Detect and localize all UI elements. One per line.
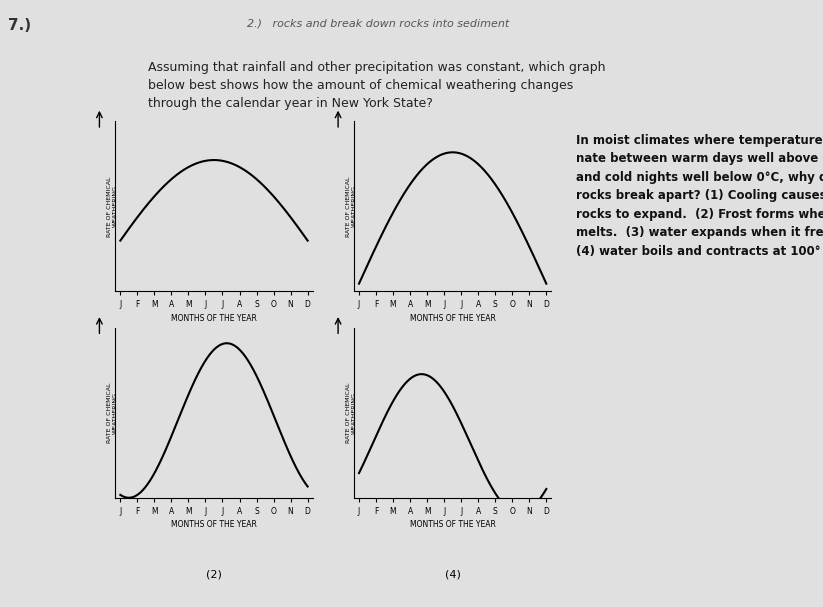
Text: Assuming that rainfall and other precipitation was constant, which graph
below b: Assuming that rainfall and other precipi… (148, 61, 606, 110)
Y-axis label: RATE OF CHEMICAL
WEATHERING: RATE OF CHEMICAL WEATHERING (346, 382, 356, 443)
Y-axis label: RATE OF CHEMICAL
WEATHERING: RATE OF CHEMICAL WEATHERING (107, 382, 118, 443)
Text: (1): (1) (206, 363, 222, 373)
X-axis label: MONTHS OF THE YEAR: MONTHS OF THE YEAR (410, 314, 495, 322)
Text: 7.): 7.) (8, 18, 31, 33)
Y-axis label: RATE OF CHEMICAL
WEATHERING: RATE OF CHEMICAL WEATHERING (346, 176, 356, 237)
Text: (4): (4) (444, 569, 461, 579)
X-axis label: MONTHS OF THE YEAR: MONTHS OF THE YEAR (410, 520, 495, 529)
X-axis label: MONTHS OF THE YEAR: MONTHS OF THE YEAR (171, 520, 257, 529)
Text: (3): (3) (444, 363, 461, 373)
X-axis label: MONTHS OF THE YEAR: MONTHS OF THE YEAR (171, 314, 257, 322)
Text: (2): (2) (206, 569, 222, 579)
Text: 2.)   rocks and break down rocks into sediment: 2.) rocks and break down rocks into sedi… (247, 18, 509, 28)
Text: In moist climates where temperatures alter-
nate between warm days well above 0°: In moist climates where temperatures alt… (576, 134, 823, 257)
Y-axis label: RATE OF CHEMICAL
WEATHERING: RATE OF CHEMICAL WEATHERING (107, 176, 118, 237)
